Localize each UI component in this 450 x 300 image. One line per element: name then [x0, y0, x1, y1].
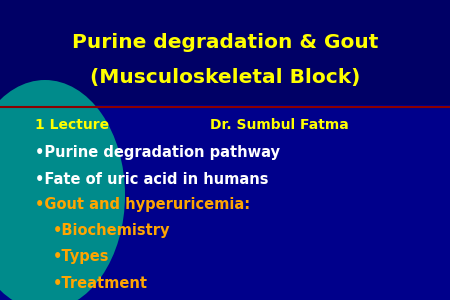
FancyBboxPatch shape	[0, 0, 450, 105]
Text: •Purine degradation pathway: •Purine degradation pathway	[35, 146, 280, 160]
Ellipse shape	[0, 80, 125, 300]
Text: •Biochemistry: •Biochemistry	[53, 224, 171, 238]
Text: •Types: •Types	[53, 250, 109, 265]
Text: •Treatment: •Treatment	[53, 275, 148, 290]
Text: •Fate of uric acid in humans: •Fate of uric acid in humans	[35, 172, 269, 187]
Text: Dr. Sumbul Fatma: Dr. Sumbul Fatma	[210, 118, 349, 132]
Text: Purine degradation & Gout: Purine degradation & Gout	[72, 32, 378, 52]
Text: •Gout and hyperuricemia:: •Gout and hyperuricemia:	[35, 197, 250, 212]
Text: 1 Lecture: 1 Lecture	[35, 118, 109, 132]
Text: (Musculoskeletal Block): (Musculoskeletal Block)	[90, 68, 360, 86]
